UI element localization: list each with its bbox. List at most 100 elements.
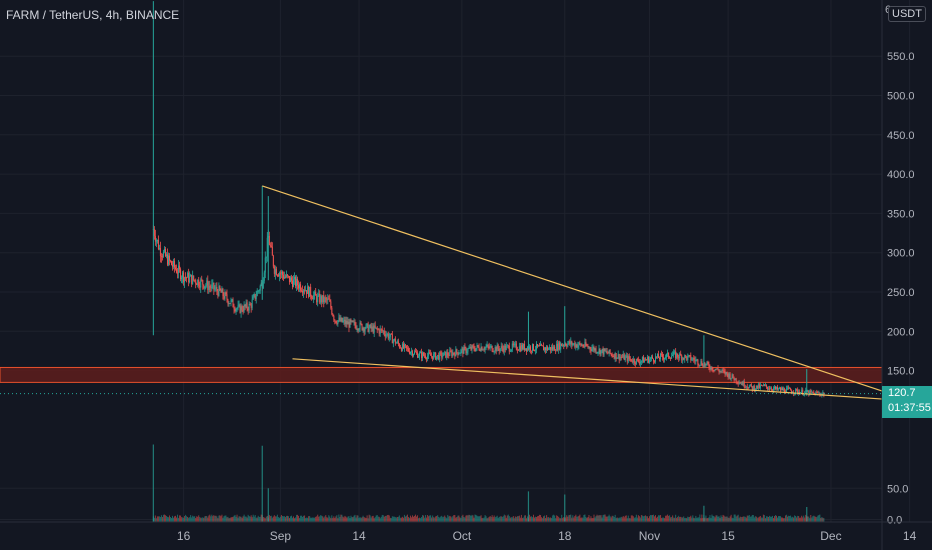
candle-body [734, 378, 736, 381]
volume-bar [218, 515, 220, 523]
candle-body [723, 370, 725, 372]
volume-bar [501, 517, 503, 523]
volume-bar [249, 516, 251, 523]
candle-body [400, 348, 402, 351]
candle-body [536, 344, 538, 350]
candle-body [191, 274, 193, 284]
candle-body [340, 317, 342, 322]
candle-body [525, 348, 527, 352]
volume-bar [250, 515, 252, 523]
volume-bar [663, 517, 665, 523]
candle-body [572, 344, 574, 346]
time-tick-label: 15 [721, 529, 735, 543]
candle-body [395, 342, 397, 344]
volume-bar [743, 516, 745, 523]
volume-bar [201, 517, 203, 523]
volume-bar [725, 516, 727, 523]
candle-body [288, 275, 290, 283]
symbol-title[interactable]: FARM / TetherUS, 4h, BINANCE [6, 8, 180, 22]
candle-body [336, 322, 338, 324]
candle-body [424, 355, 426, 357]
volume-bar [310, 517, 312, 523]
candle-body [702, 365, 704, 367]
candle-body [481, 346, 483, 351]
volume-bar [359, 516, 361, 523]
candle-body [797, 389, 799, 394]
volume-bar [731, 517, 733, 523]
candle-body [256, 291, 258, 297]
candle-body [574, 343, 576, 348]
volume-bar [694, 518, 696, 523]
volume-bar [225, 515, 227, 523]
volume-bar [794, 515, 796, 523]
candle-body [500, 346, 502, 349]
candle-body [543, 345, 545, 351]
volume-bar [224, 515, 226, 523]
volume-bar [452, 516, 454, 523]
candle-body [697, 359, 699, 365]
volume-bar [476, 515, 478, 523]
candle-body [544, 347, 546, 351]
candle-body [635, 358, 637, 364]
candle-body [342, 320, 344, 322]
candle-body [708, 364, 710, 368]
volume-bar [687, 516, 689, 523]
volume-bar [365, 517, 367, 523]
volume-bar [638, 516, 640, 523]
candle-body [476, 345, 478, 349]
volume-bar [391, 516, 393, 523]
volume-spike [267, 488, 269, 523]
candle-body [174, 260, 176, 268]
candle-body [328, 298, 330, 300]
candle-body [393, 338, 395, 341]
volume-bar [562, 517, 564, 523]
price-tick-label: 300.0 [887, 248, 915, 260]
volume-bar [277, 517, 279, 523]
candle-body [430, 353, 432, 356]
volume-bar [488, 516, 490, 523]
volume-spike [806, 507, 808, 523]
candle-body [367, 323, 369, 332]
volume-bar [677, 516, 679, 523]
volume-bar [352, 517, 354, 523]
candle-body [494, 347, 496, 352]
candle-body [193, 275, 195, 280]
volume-bar [293, 516, 295, 523]
volume-bar [698, 517, 700, 523]
volume-bar [741, 517, 743, 523]
candle-body [594, 348, 596, 351]
candle-body [444, 351, 446, 353]
candle-body [183, 272, 185, 283]
volume-bar [285, 515, 287, 523]
volume-bar [757, 517, 759, 523]
candle-body [586, 345, 588, 347]
candle-body [647, 357, 649, 363]
volume-bar [744, 516, 746, 523]
candle-body [415, 351, 417, 353]
volume-bar [446, 518, 448, 523]
volume-bar [773, 516, 775, 523]
volume-bar [252, 514, 254, 523]
volume-bar [333, 516, 335, 523]
volume-bar [707, 518, 709, 523]
volume-bar [784, 518, 786, 523]
volume-bar [549, 517, 551, 523]
currency-badge[interactable]: USDT [888, 6, 926, 22]
volume-bar [206, 516, 208, 523]
volume-bar [762, 514, 764, 523]
volume-bar [537, 516, 539, 523]
volume-bar [601, 517, 603, 523]
candle-body [813, 392, 815, 394]
candle-body [769, 388, 771, 390]
candle-body [262, 280, 264, 289]
candle-body [719, 371, 721, 372]
volume-bar [782, 517, 784, 523]
candle-body [212, 282, 214, 285]
volume-bar [676, 517, 678, 523]
volume-bar [816, 517, 818, 523]
volume-bar [279, 516, 281, 523]
volume-bar [441, 515, 443, 523]
volume-bar [559, 518, 561, 523]
volume-bar [358, 517, 360, 523]
